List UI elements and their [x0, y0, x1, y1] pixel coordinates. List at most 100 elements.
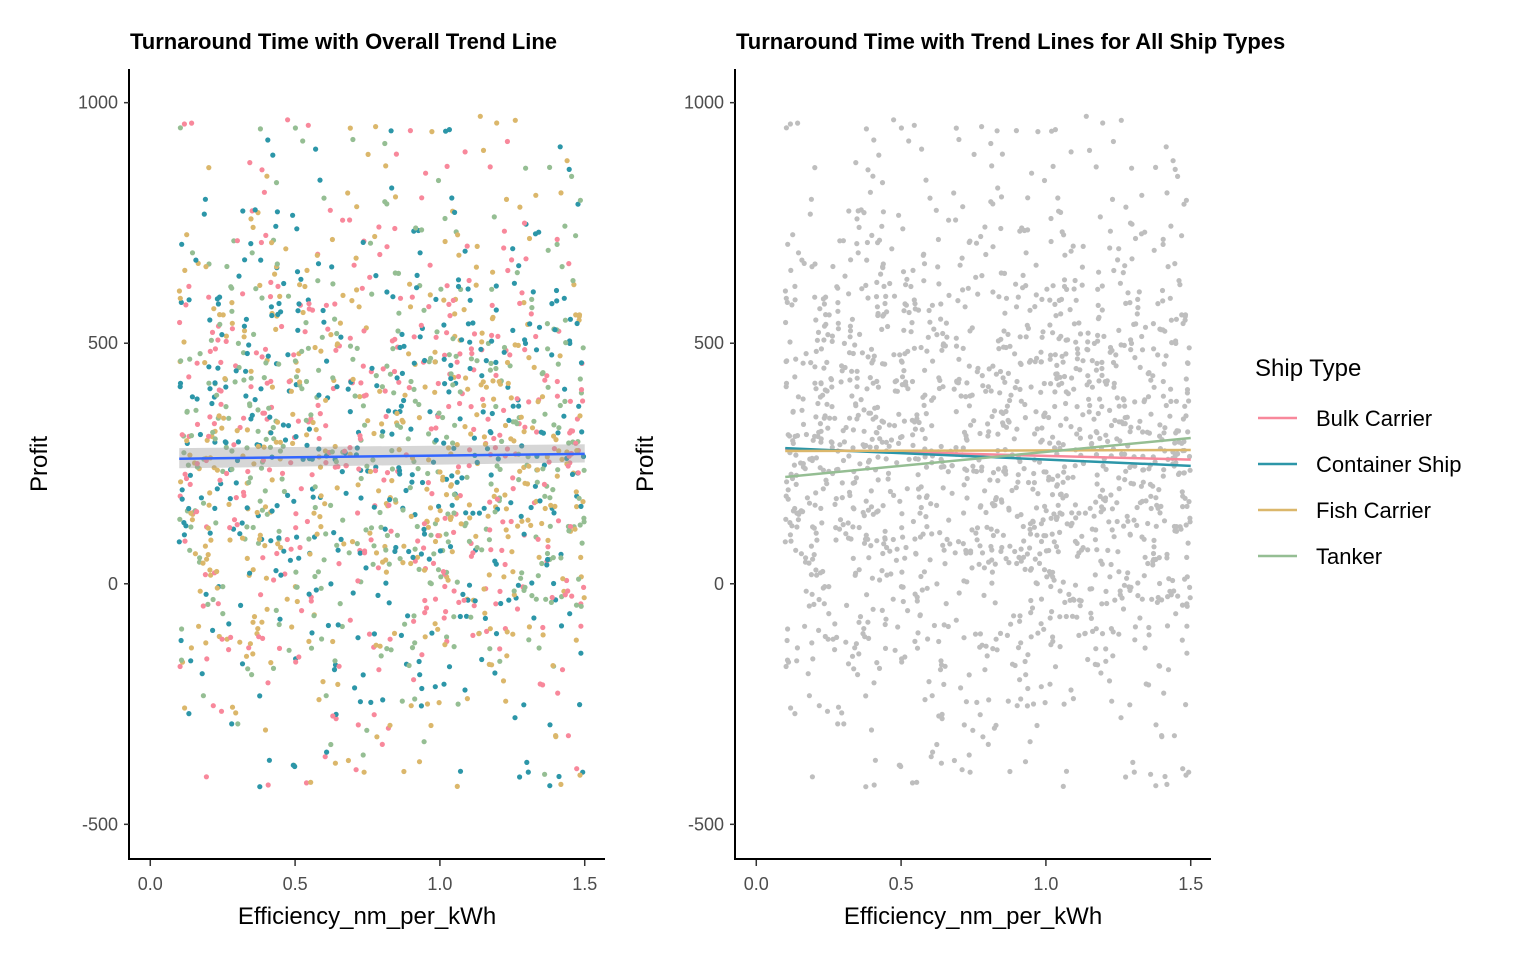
- data-point: [255, 428, 261, 434]
- data-point: [885, 476, 891, 482]
- data-point: [490, 269, 496, 275]
- data-point: [1052, 664, 1059, 670]
- data-point: [956, 356, 962, 362]
- data-point: [981, 565, 988, 571]
- data-point: [210, 596, 216, 603]
- data-point: [1008, 621, 1014, 627]
- data-point: [333, 459, 339, 465]
- data-point: [371, 712, 377, 718]
- data-point: [262, 488, 268, 494]
- data-point: [427, 409, 433, 415]
- data-point: [1105, 438, 1111, 444]
- data-point: [399, 698, 405, 704]
- data-point: [405, 613, 411, 619]
- data-point: [349, 298, 355, 304]
- data-point: [318, 524, 324, 530]
- data-point: [294, 584, 300, 590]
- data-point: [1110, 359, 1117, 366]
- data-point: [1123, 300, 1129, 306]
- data-point: [1100, 463, 1106, 469]
- data-point: [372, 233, 378, 240]
- data-point: [966, 403, 973, 409]
- data-point: [929, 693, 935, 699]
- data-point: [879, 180, 886, 186]
- data-point: [1061, 277, 1068, 283]
- data-point: [1055, 502, 1061, 508]
- data-point: [1041, 380, 1047, 387]
- data-point: [863, 532, 869, 538]
- data-point: [1151, 384, 1157, 390]
- data-point: [1004, 403, 1011, 409]
- data-point: [828, 439, 834, 445]
- data-point: [578, 623, 584, 629]
- data-point: [850, 427, 857, 433]
- data-point: [497, 432, 503, 438]
- data-point: [379, 741, 385, 748]
- data-point: [517, 468, 523, 474]
- data-point: [260, 555, 266, 561]
- data-point: [417, 250, 423, 256]
- data-point: [447, 313, 453, 319]
- data-point: [519, 570, 525, 576]
- data-point: [882, 300, 888, 307]
- data-point: [350, 356, 356, 362]
- data-point: [835, 326, 842, 332]
- data-point: [1089, 384, 1095, 390]
- data-point: [835, 721, 841, 727]
- data-point: [1101, 333, 1107, 339]
- data-point: [373, 273, 379, 279]
- data-point: [820, 296, 827, 302]
- data-point: [1132, 355, 1138, 361]
- data-point: [1038, 349, 1044, 355]
- data-point: [250, 619, 256, 625]
- data-point: [521, 429, 527, 435]
- data-point: [1145, 560, 1151, 567]
- data-point: [1028, 357, 1034, 364]
- data-point: [222, 376, 228, 382]
- data-point: [257, 784, 263, 790]
- data-point: [369, 291, 375, 297]
- data-point: [959, 767, 965, 773]
- data-point: [207, 414, 213, 420]
- data-point: [825, 425, 831, 431]
- data-point: [177, 319, 183, 326]
- data-point: [980, 383, 986, 389]
- data-point: [181, 532, 187, 538]
- data-point: [902, 654, 908, 660]
- data-point: [784, 358, 790, 364]
- x-tick-label: 0.0: [744, 874, 769, 894]
- data-point: [1124, 513, 1130, 520]
- data-point: [1033, 409, 1039, 415]
- data-point: [918, 504, 924, 511]
- data-point: [503, 196, 510, 202]
- data-point: [178, 479, 184, 485]
- data-point: [293, 434, 299, 440]
- data-point: [545, 544, 551, 550]
- data-point: [471, 426, 477, 432]
- data-point: [257, 693, 263, 699]
- data-point: [408, 378, 414, 385]
- data-point: [1072, 582, 1079, 588]
- data-point: [451, 644, 457, 650]
- data-point: [445, 577, 451, 583]
- data-point: [983, 509, 989, 516]
- data-point: [577, 413, 583, 419]
- data-point: [367, 240, 374, 246]
- data-point: [1093, 367, 1099, 373]
- data-point: [186, 374, 192, 380]
- data-point: [540, 632, 546, 638]
- data-point: [432, 621, 438, 627]
- data-point: [577, 772, 583, 778]
- data-point: [1077, 331, 1084, 337]
- data-point: [861, 428, 867, 434]
- data-point: [966, 752, 972, 758]
- data-point: [875, 454, 881, 460]
- data-point: [247, 570, 253, 576]
- data-point: [455, 277, 462, 283]
- data-point: [1023, 334, 1029, 340]
- data-point: [995, 466, 1002, 472]
- data-point: [997, 630, 1004, 637]
- data-point: [442, 583, 448, 590]
- data-point: [896, 411, 902, 417]
- data-point: [821, 601, 827, 607]
